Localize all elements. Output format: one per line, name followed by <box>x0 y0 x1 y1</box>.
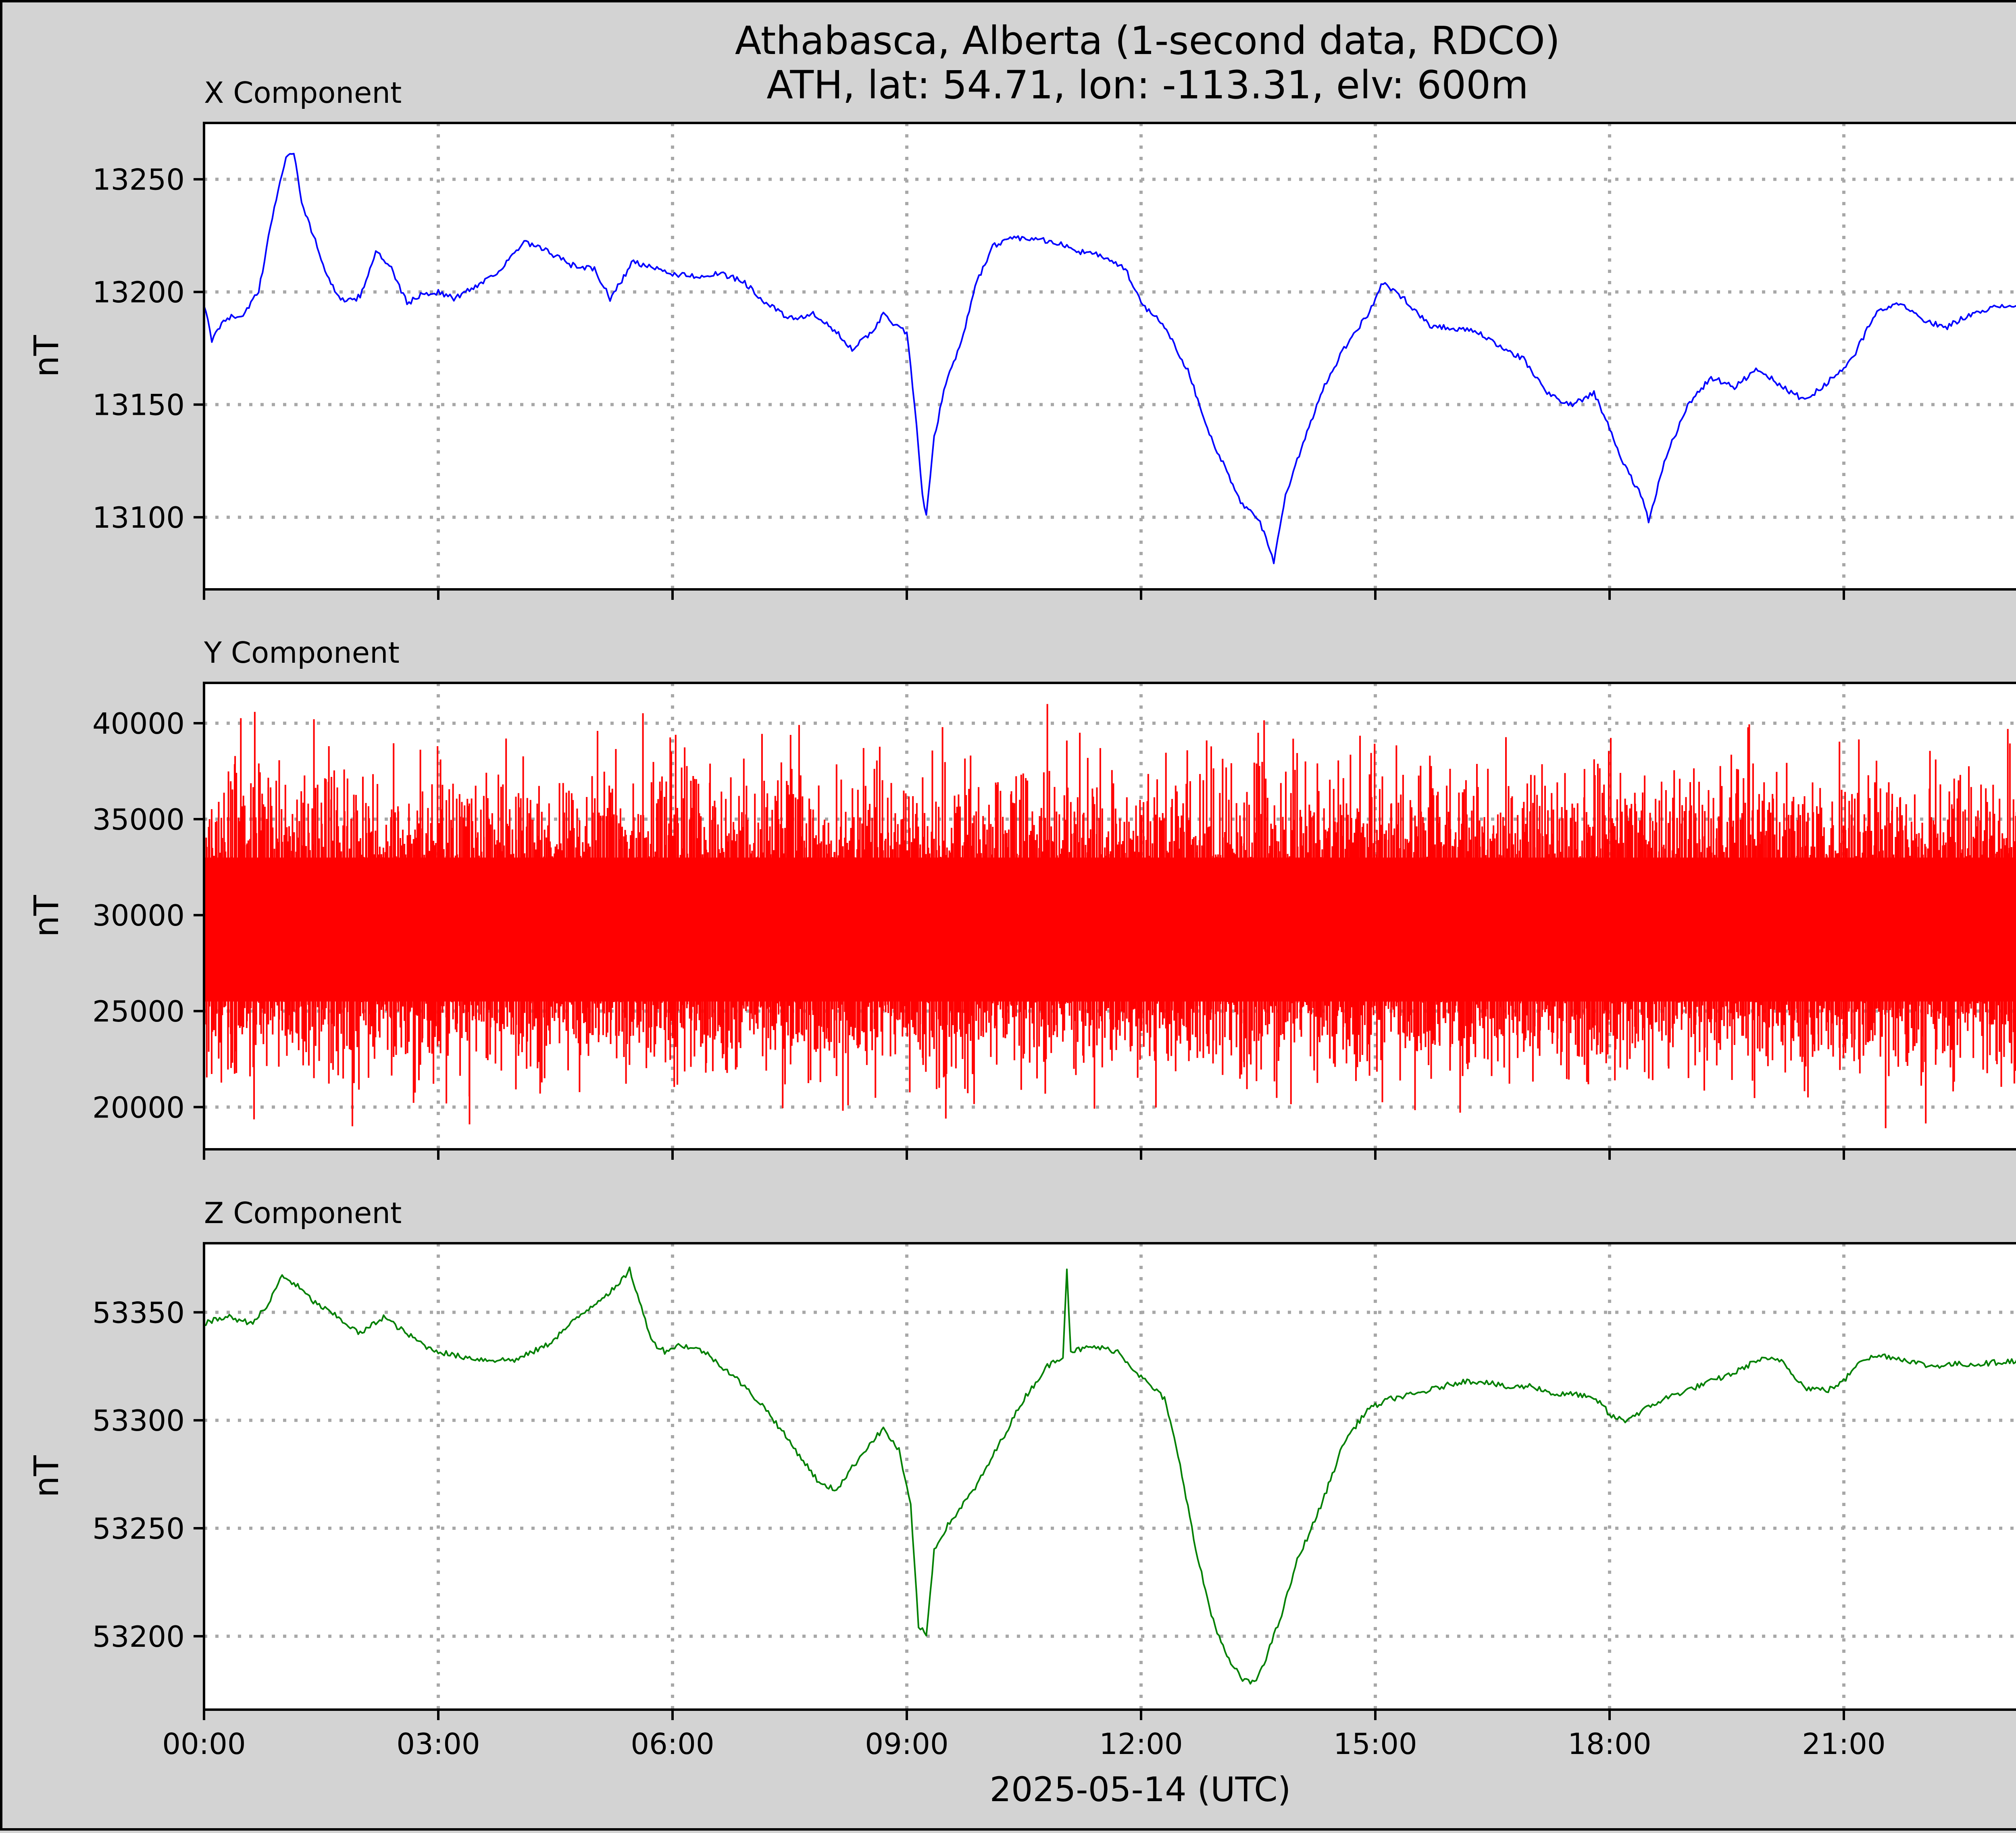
panel-x-component: X Component 13100 13150 13200 13250 nT <box>27 76 2016 600</box>
x-tick-label: 00:00 <box>162 1727 246 1761</box>
x-tick-label: 12:00 <box>1099 1727 1183 1761</box>
panel-y-component: Y Component 20000 25000 30000 35000 40000 nT <box>27 636 2016 1160</box>
y-tick-label: 40000 <box>92 707 185 741</box>
y-axis-label: nT <box>27 1455 66 1498</box>
y-tick-label: 13200 <box>92 275 185 309</box>
plot-area <box>204 123 2016 589</box>
x-tick-label: 03:00 <box>396 1727 480 1761</box>
plot-area <box>204 1243 2016 1710</box>
y-axis-label: nT <box>27 895 66 937</box>
y-tick-label: 53200 <box>92 1620 185 1654</box>
figure-title-line2: ATH, lat: 54.71, lon: -113.31, elv: 600m <box>766 62 1529 108</box>
panel-title: Y Component <box>204 636 400 670</box>
y-tick-label: 53300 <box>92 1404 185 1438</box>
x-tick-label: 18:00 <box>1568 1727 1652 1761</box>
y-tick-label: 25000 <box>92 995 185 1028</box>
panel-title: X Component <box>204 76 402 110</box>
y-tick-label: 35000 <box>92 803 185 836</box>
x-tick-label: 06:00 <box>631 1727 714 1761</box>
y-tick-label: 20000 <box>92 1090 185 1124</box>
y-tick-label: 13250 <box>92 163 185 197</box>
x-tick-label: 15:00 <box>1333 1727 1417 1761</box>
y-tick-label: 30000 <box>92 899 185 932</box>
figure-title-line1: Athabasca, Alberta (1-second data, RDCO) <box>735 18 1560 63</box>
x-axis-label: 2025-05-14 (UTC) <box>990 1770 1291 1809</box>
y-tick-label: 13100 <box>92 501 185 535</box>
y-tick-label: 53250 <box>92 1512 185 1546</box>
panel-title: Z Component <box>204 1196 402 1230</box>
x-tick-label: 09:00 <box>865 1727 949 1761</box>
data-line <box>203 153 2016 564</box>
y-tick-label: 53350 <box>92 1296 185 1329</box>
y-axis-label: nT <box>27 335 66 377</box>
x-tick-label: 21:00 <box>1802 1727 1886 1761</box>
panel-z-component: Z Component 53200 53250 53300 53350 00:00 03:0… <box>27 1196 2016 1761</box>
data-line <box>204 1266 2016 1685</box>
y-tick-label: 13150 <box>92 388 185 422</box>
